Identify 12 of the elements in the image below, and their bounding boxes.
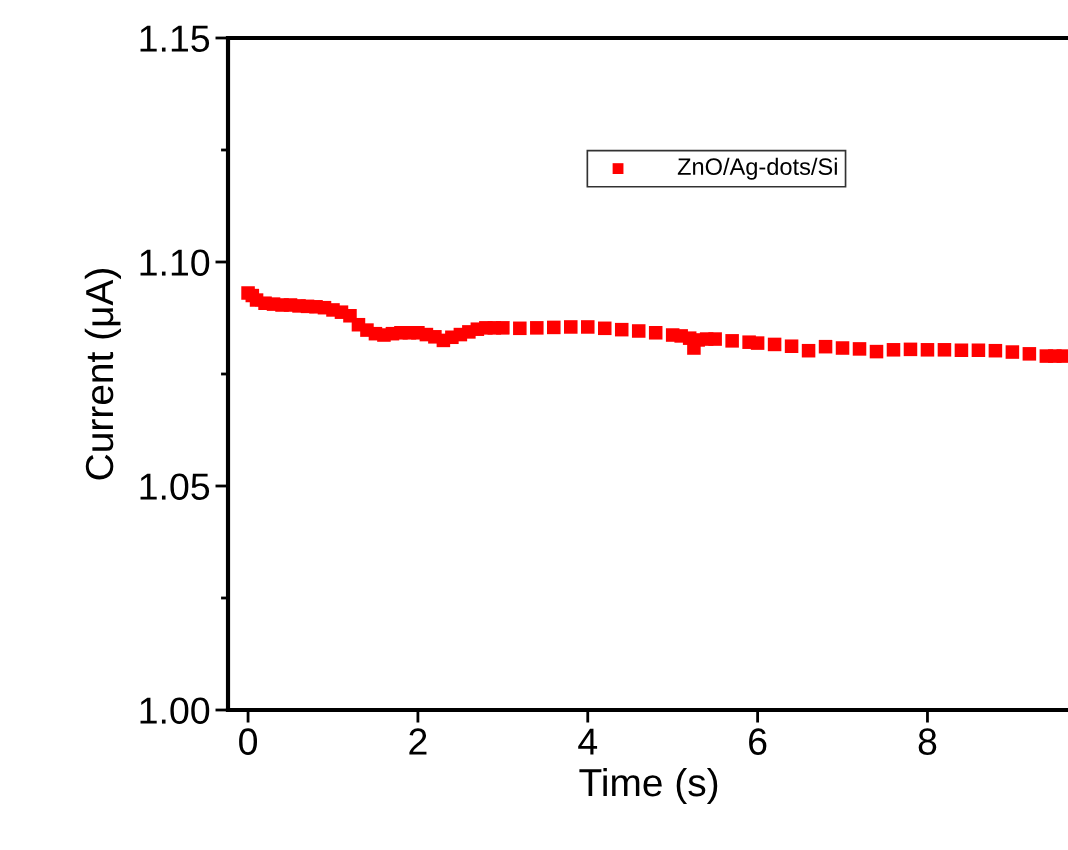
y-tick-label: 1.05 (140, 473, 210, 500)
legend-label: ZnO/Ag-dots/Si (677, 157, 837, 180)
y-axis-title: Current (μA) (84, 269, 121, 480)
y-tick-label: 1.15 (140, 25, 210, 52)
y-tick-label: 1.10 (140, 249, 210, 276)
x-tick-label: 0 (239, 728, 258, 755)
y-tick-label: 1.00 (140, 697, 210, 724)
x-tick-label: 8 (918, 728, 937, 755)
x-tick-label: 4 (578, 728, 598, 755)
x-tick-label: 6 (749, 728, 767, 755)
x-tick-label: 2 (409, 728, 427, 755)
x-axis-title: Time (s) (579, 767, 718, 805)
